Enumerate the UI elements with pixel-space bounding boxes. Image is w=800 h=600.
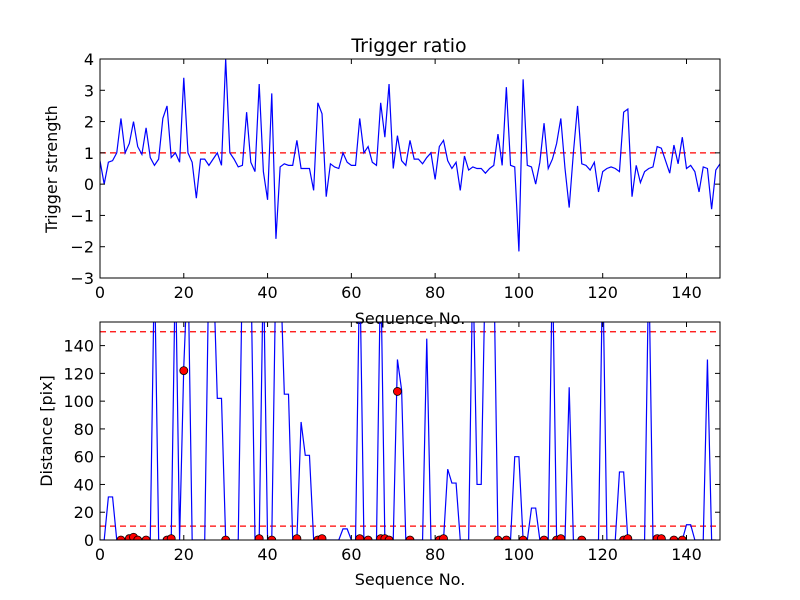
y-tick-label: 0: [84, 531, 94, 550]
x-tick-label: 100: [504, 545, 535, 564]
marker-point: [439, 534, 448, 540]
marker-point: [669, 535, 679, 540]
y-tick-label: 2: [84, 113, 94, 132]
chart-title: Trigger ratio: [350, 35, 466, 57]
y-tick-label: 4: [84, 50, 94, 69]
marker-point: [116, 535, 126, 540]
marker-point: [317, 534, 327, 540]
x-tick-label: 60: [341, 283, 361, 302]
marker-point: [539, 535, 549, 540]
y-axis-label-bottom: Distance [pix]: [37, 375, 56, 487]
marker-point: [677, 535, 687, 540]
x-tick-label: 140: [671, 283, 702, 302]
y-tick-label: 80: [74, 420, 94, 439]
ticks-top: 0 20 40 60 80 100 120 140 −3 −2 −1 0 1 2 3 4: [70, 50, 720, 302]
marker-point: [267, 535, 277, 540]
y-tick-label: 20: [74, 503, 94, 522]
marker-point: [493, 535, 503, 540]
marker-point: [254, 534, 264, 540]
x-axis-label-top: Sequence No.: [355, 309, 466, 328]
x-tick-label: 140: [671, 545, 702, 564]
x-tick-label: 120: [587, 545, 618, 564]
marker-point: [556, 534, 566, 540]
marker-point: [393, 387, 402, 396]
x-tick-label: 20: [174, 545, 194, 564]
x-tick-label: 0: [95, 545, 105, 564]
ticks-bottom: 0 20 40 60 80 100 120 140 0 20 40 60 80 100 120 140: [63, 322, 720, 564]
x-tick-label: 80: [425, 545, 445, 564]
trigger-ratio-chart: Trigger ratio 0 20 40 60 80 100 120 140 −3 −2 −1 0 1…: [42, 35, 721, 328]
y-tick-label: 140: [63, 337, 94, 356]
x-tick-label: 0: [95, 283, 105, 302]
y-tick-label: 3: [84, 81, 94, 100]
y-tick-label: 120: [63, 364, 94, 383]
marker-point: [518, 535, 528, 540]
marker-point: [656, 534, 666, 540]
marker-point: [141, 535, 151, 540]
x-tick-label: 40: [257, 283, 277, 302]
marker-point: [179, 366, 189, 375]
y-tick-label: 40: [74, 475, 94, 494]
x-tick-label: 40: [257, 545, 277, 564]
marker-point: [133, 535, 143, 540]
marker-point: [292, 534, 302, 540]
y-tick-label: −2: [70, 238, 94, 257]
x-tick-label: 120: [587, 283, 618, 302]
marker-point: [623, 534, 633, 540]
marker-point: [166, 534, 176, 540]
plot-frame-top: [99, 58, 721, 279]
marker-point: [221, 535, 231, 540]
y-tick-label: 60: [74, 448, 94, 467]
marker-point: [577, 535, 587, 540]
y-axis-label-top: Trigger strength: [42, 105, 61, 234]
marker-point: [501, 535, 511, 540]
marker-point: [363, 535, 373, 540]
x-tick-label: 80: [425, 283, 445, 302]
x-tick-label: 20: [174, 283, 194, 302]
marker-point: [384, 535, 394, 540]
x-tick-label: 100: [504, 283, 535, 302]
y-tick-label: 1: [84, 144, 94, 163]
y-tick-label: −3: [70, 269, 94, 288]
marker-point: [355, 534, 365, 540]
y-tick-label: −1: [70, 206, 94, 225]
x-tick-label: 60: [341, 545, 361, 564]
plot-frame-bottom: [99, 321, 721, 541]
series-line-1: [100, 59, 720, 252]
plot-area-bottom: [100, 322, 720, 540]
marker-point: [405, 535, 415, 540]
y-tick-label: 0: [84, 175, 94, 194]
distance-chart: 0 20 40 60 80 100 120 140 0 20 40 60 80 100 120 140 Seq…: [37, 321, 721, 589]
plot-area-top: [100, 59, 720, 252]
y-tick-label: 100: [63, 392, 94, 411]
x-axis-label-bottom: Sequence No.: [355, 570, 466, 589]
